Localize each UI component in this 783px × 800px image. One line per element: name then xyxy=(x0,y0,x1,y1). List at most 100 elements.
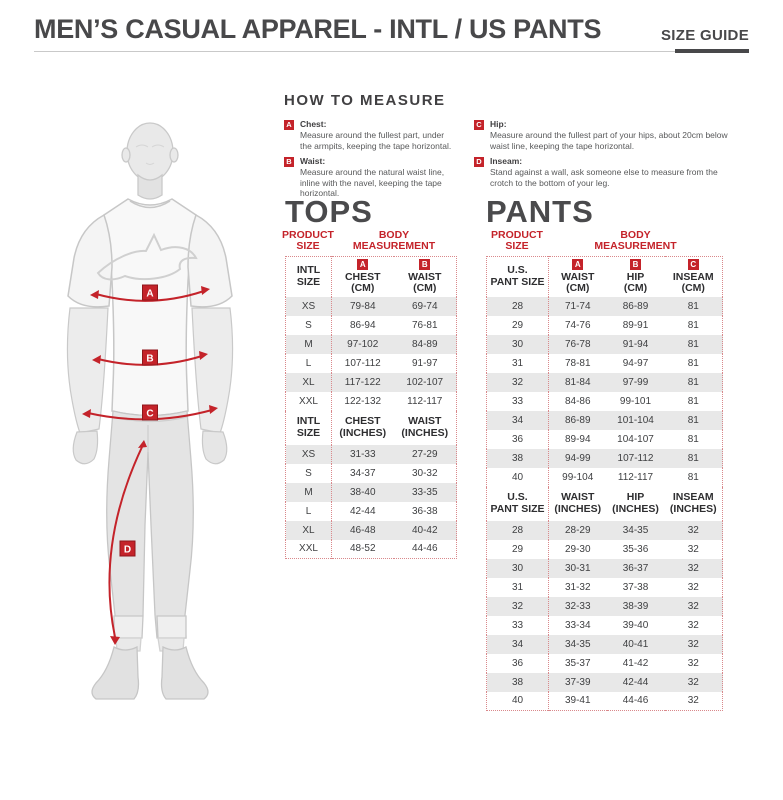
size-guide-underline xyxy=(675,49,749,53)
measure-label: Inseam: xyxy=(490,156,523,166)
value-cell: 94-99 xyxy=(548,448,607,468)
value-cell: 38-40 xyxy=(331,482,394,502)
value-cell: 32 xyxy=(687,619,699,631)
value-cell: 31-33 xyxy=(331,444,394,464)
value-cell: 91-94 xyxy=(606,334,665,354)
value-cell: 81 xyxy=(664,448,723,468)
table-subheader-row: INTL SIZE A CHEST (CM) B WAIST (CM) xyxy=(285,256,457,297)
value-cell: 86-94 xyxy=(349,319,376,331)
size-cell: 36 xyxy=(486,653,549,673)
table-row: XXL 122-132 112-117 xyxy=(285,391,457,411)
value-cell: 44-46 xyxy=(411,543,438,555)
value-cell: 48-52 xyxy=(349,543,376,555)
value-cell: 84-89 xyxy=(393,334,457,354)
body-measurement-label: BODY MEASUREMENT xyxy=(352,229,436,252)
table-row: 28 71-74 86-89 81 xyxy=(486,296,723,316)
table-row: 40 99-104 112-117 81 xyxy=(486,467,723,487)
measurement-column-header: CHEST (INCHES) xyxy=(331,410,394,445)
table-row: 38 37-39 42-44 32 xyxy=(486,672,723,692)
size-cell: 30 xyxy=(486,334,549,354)
table-row: XL 117-122 102-107 xyxy=(285,372,457,392)
size-cell: 32 xyxy=(486,596,549,616)
pants-section: PANTS PRODUCT SIZE BODY MEASUREMENT U.S.… xyxy=(484,196,723,711)
table-row: 34 34-35 40-41 32 xyxy=(486,634,723,654)
value-cell: 76-81 xyxy=(411,319,438,331)
table-subheader-row: INTL SIZE CHEST (INCHES) WAIST (INCHES) xyxy=(285,410,457,445)
table-row: XL 46-48 40-42 xyxy=(285,520,457,540)
product-size-label: PRODUCT SIZE xyxy=(491,229,543,252)
size-cell: 29 xyxy=(486,315,549,335)
figure-marker-a xyxy=(142,284,158,301)
value-cell: 32-33 xyxy=(548,596,607,616)
value-cell: 37-39 xyxy=(548,672,607,692)
value-cell: 41-42 xyxy=(622,657,649,669)
size-column-header: U.S. PANT SIZE xyxy=(486,256,549,297)
measure-description: Measure around the fullest part of your … xyxy=(490,130,728,151)
measure-item-hip: C Hip: Measure around the fullest part o… xyxy=(474,119,730,151)
table-row: 32 81-84 97-99 81 xyxy=(486,372,723,392)
value-cell: 104-107 xyxy=(617,433,654,445)
value-cell: 35-36 xyxy=(622,543,649,555)
size-cell: XS xyxy=(285,296,332,316)
measure-badge-b: B xyxy=(419,258,431,270)
tops-section: TOPS PRODUCT SIZE BODY MEASUREMENT INTL … xyxy=(282,196,457,559)
figure-tshirt xyxy=(103,198,197,417)
value-cell: 81 xyxy=(687,471,699,483)
size-guide-tab[interactable]: SIZE GUIDE xyxy=(660,27,749,44)
size-column-header: INTL SIZE xyxy=(285,256,332,297)
value-cell: 81-84 xyxy=(548,372,607,392)
table-row: 38 94-99 107-112 81 xyxy=(486,448,723,468)
table-row: 30 30-31 36-37 32 xyxy=(486,558,723,578)
measurement-column-header: WAIST (INCHES) xyxy=(393,410,457,445)
value-cell: 99-104 xyxy=(562,471,594,483)
value-cell: 76-78 xyxy=(548,334,607,354)
value-cell: 31-32 xyxy=(564,581,591,593)
measure-badge-c: C xyxy=(474,120,484,130)
value-cell: 33-35 xyxy=(393,482,457,502)
table-row: 31 78-81 94-97 81 xyxy=(486,353,723,373)
measurement-column-header: HIP (INCHES) xyxy=(606,486,665,521)
measure-badge-c: C xyxy=(687,258,699,270)
table-row: 33 84-86 99-101 81 xyxy=(486,391,723,411)
measure-item-waist: B Waist: Measure around the natural wais… xyxy=(284,156,458,199)
value-cell: 81 xyxy=(687,319,699,331)
size-column-header: INTL SIZE xyxy=(285,410,332,445)
size-cell: 38 xyxy=(486,672,549,692)
tops-size-table: INTL SIZE A CHEST (CM) B WAIST (CM) XS 79-84 69… xyxy=(285,256,457,559)
measure-badge-a: A xyxy=(572,258,584,270)
page-title: MEN’S CASUAL APPAREL - INTL / US PANTS xyxy=(34,14,602,44)
value-cell: 32 xyxy=(664,520,723,540)
inseam-measure-line xyxy=(108,446,143,638)
size-cell: 38 xyxy=(486,448,549,468)
chest-measure-line xyxy=(95,290,205,302)
size-cell: L xyxy=(285,501,332,521)
table-row: 28 28-29 34-35 32 xyxy=(486,520,723,540)
table-row: L 107-112 91-97 xyxy=(285,353,457,373)
measure-badge-d: D xyxy=(474,157,484,167)
value-cell: 34-37 xyxy=(349,467,376,479)
value-cell: 34-35 xyxy=(606,520,665,540)
value-cell: 81 xyxy=(664,372,723,392)
how-to-measure-section: HOW TO MEASURE A Chest: Measure around t… xyxy=(284,92,742,204)
size-cell: 33 xyxy=(486,391,549,411)
size-cell: 32 xyxy=(486,372,549,392)
value-cell: 36-37 xyxy=(606,558,665,578)
size-cell: L xyxy=(285,353,332,373)
value-cell: 89-94 xyxy=(564,433,591,445)
measurement-column-header: A CHEST (CM) xyxy=(331,256,394,297)
value-cell: 30-32 xyxy=(411,467,438,479)
table-row: M 38-40 33-35 xyxy=(285,482,457,502)
figure-shoe-left xyxy=(91,645,140,700)
measure-description: Stand against a wall, ask someone else t… xyxy=(490,167,718,188)
size-cell: 29 xyxy=(486,539,549,559)
table-row: S 34-37 30-32 xyxy=(285,463,457,483)
value-cell: 69-74 xyxy=(393,296,457,316)
value-cell: 39-41 xyxy=(564,695,591,707)
value-cell: 81 xyxy=(664,334,723,354)
size-cell: M xyxy=(285,482,332,502)
size-cell: 31 xyxy=(486,353,549,373)
value-cell: 32 xyxy=(687,543,699,555)
value-cell: 101-104 xyxy=(606,410,665,430)
size-cell: 34 xyxy=(486,410,549,430)
figure-shoe-right xyxy=(160,645,209,700)
